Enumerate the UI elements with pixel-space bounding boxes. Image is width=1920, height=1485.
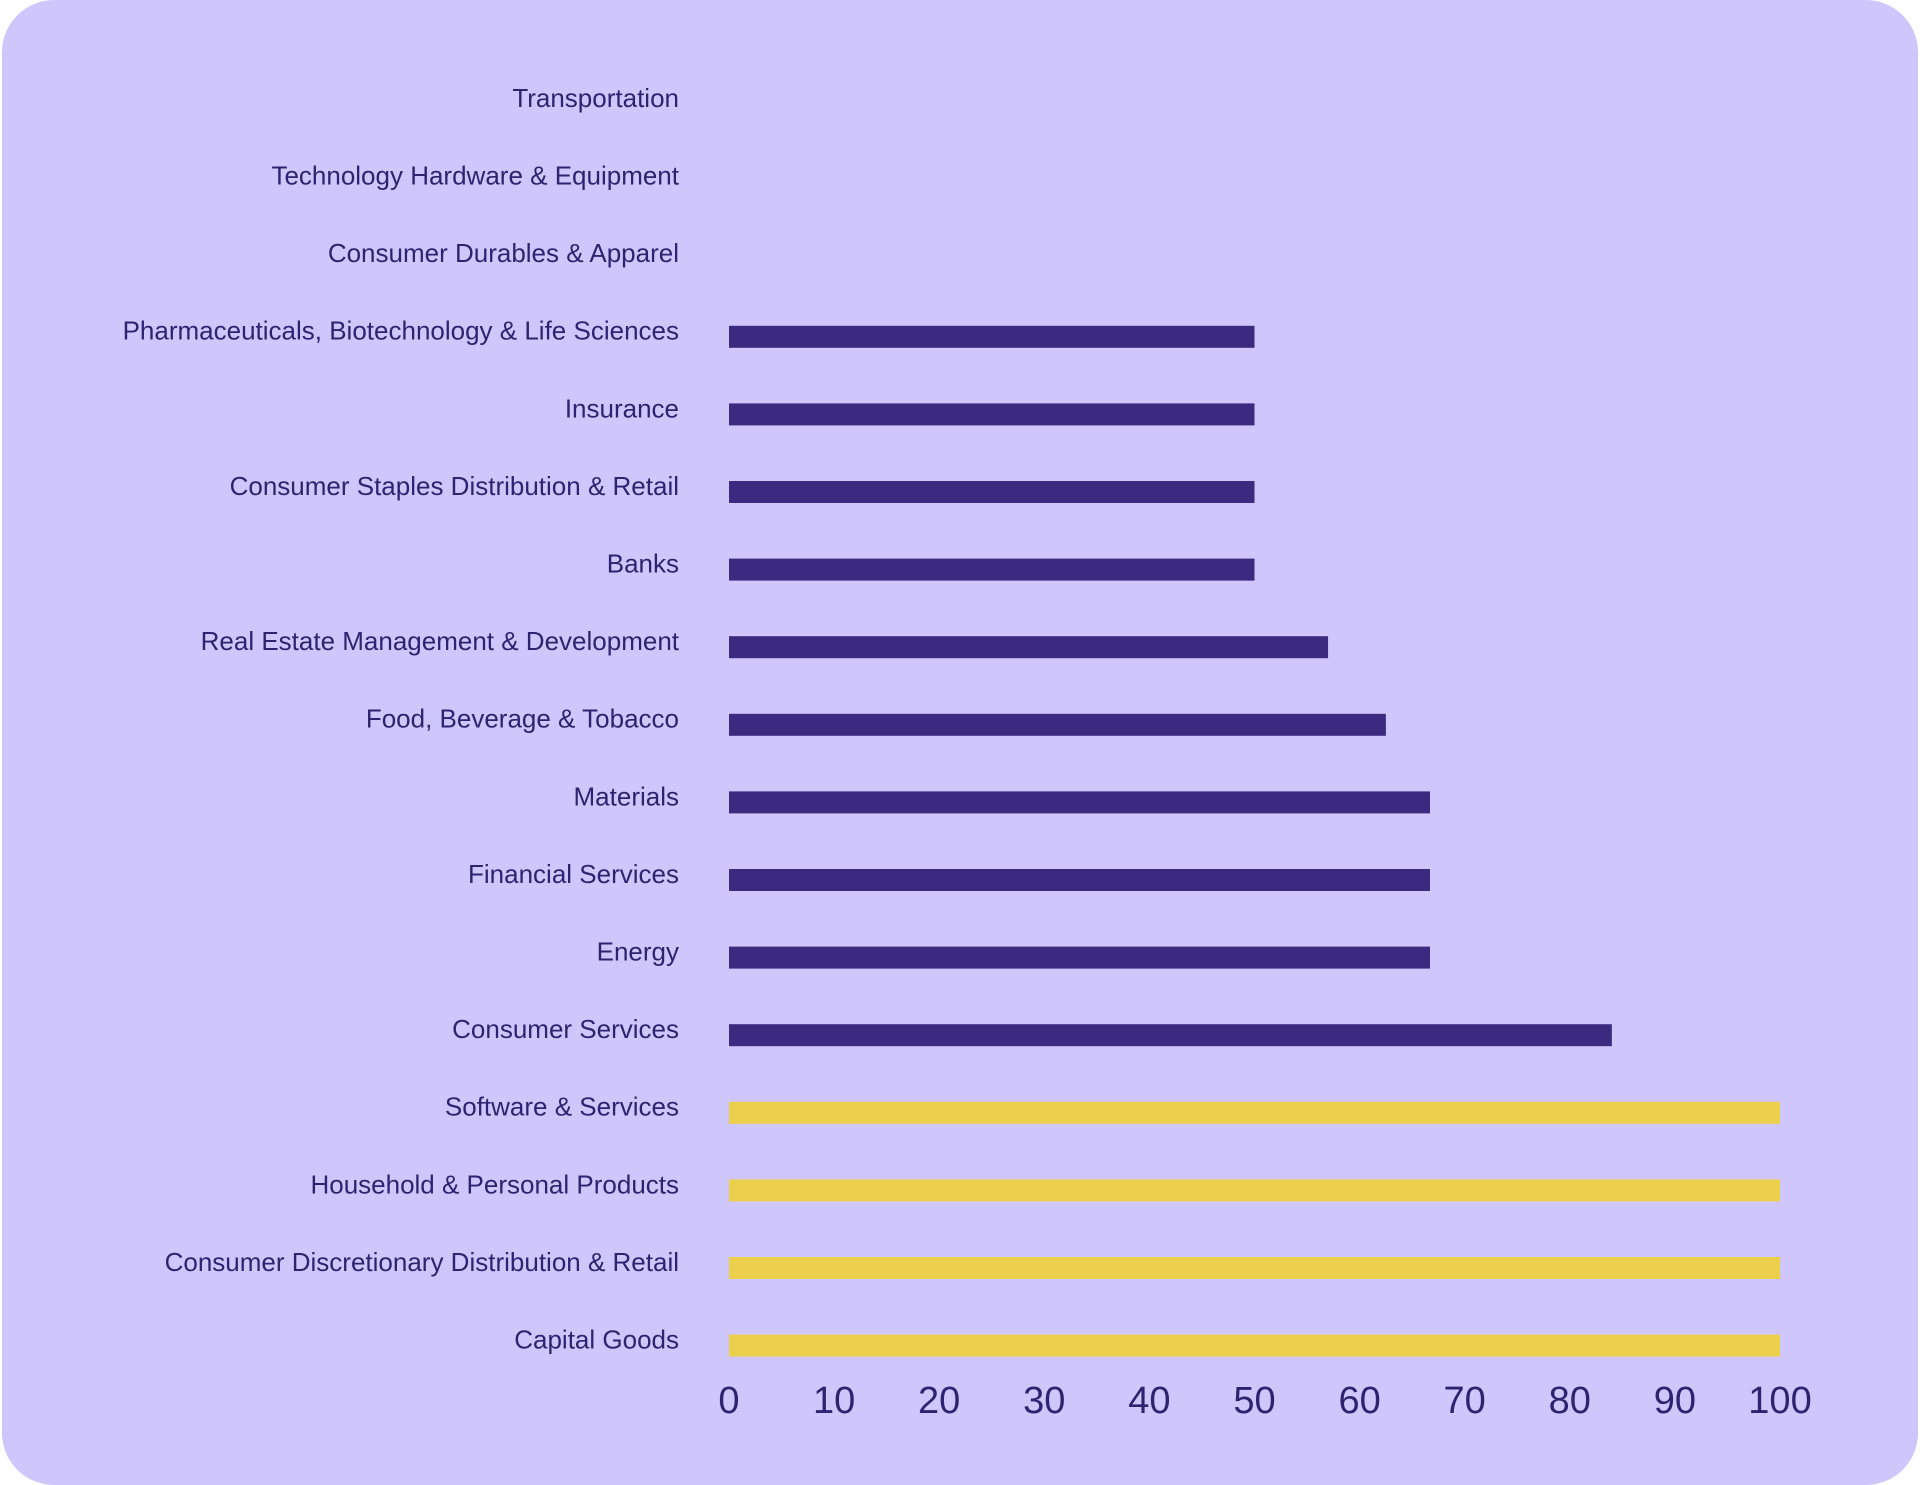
category-label: Insurance bbox=[565, 393, 679, 423]
x-tick-label: 90 bbox=[1654, 1380, 1696, 1422]
x-tick-label: 100 bbox=[1748, 1380, 1811, 1422]
category-label: Capital Goods bbox=[514, 1324, 679, 1354]
x-axis-tick-labels: 0 10 20 30 40 50 60 70 80 90 100 bbox=[718, 1380, 1811, 1422]
category-labels: Transportation Technology Hardware & Equi… bbox=[123, 83, 680, 1355]
category-label: Software & Services bbox=[445, 1092, 679, 1122]
x-tick-label: 30 bbox=[1023, 1380, 1065, 1422]
bar bbox=[729, 1179, 1780, 1202]
bar bbox=[729, 869, 1431, 891]
category-label: Consumer Staples Distribution & Retail bbox=[230, 471, 679, 501]
x-tick-label: 70 bbox=[1444, 1380, 1486, 1422]
category-label: Consumer Durables & Apparel bbox=[328, 238, 679, 268]
bar bbox=[729, 481, 1255, 503]
bar bbox=[729, 403, 1255, 426]
bar bbox=[729, 558, 1255, 581]
category-label: Banks bbox=[607, 548, 679, 578]
category-label: Consumer Services bbox=[452, 1014, 679, 1044]
x-tick-label: 10 bbox=[813, 1380, 855, 1422]
bar bbox=[729, 325, 1255, 348]
x-tick-label: 60 bbox=[1338, 1380, 1380, 1422]
category-label: Materials bbox=[574, 781, 679, 811]
category-label: Household & Personal Products bbox=[310, 1169, 679, 1199]
bar bbox=[729, 1334, 1780, 1357]
category-label: Transportation bbox=[512, 83, 679, 113]
category-label: Consumer Discretionary Distribution & Re… bbox=[165, 1247, 679, 1277]
x-tick-label: 50 bbox=[1233, 1380, 1275, 1422]
category-label: Food, Beverage & Tobacco bbox=[366, 704, 679, 734]
bar bbox=[729, 1257, 1780, 1279]
x-tick-label: 20 bbox=[918, 1380, 960, 1422]
x-tick-label: 40 bbox=[1128, 1380, 1170, 1422]
bar bbox=[729, 1024, 1612, 1047]
bar bbox=[729, 636, 1329, 659]
category-label: Pharmaceuticals, Biotechnology & Life Sc… bbox=[123, 316, 679, 346]
x-tick-label: 80 bbox=[1549, 1380, 1591, 1422]
bars bbox=[729, 325, 1780, 1357]
category-label: Real Estate Management & Development bbox=[201, 626, 680, 656]
bar bbox=[729, 791, 1431, 814]
category-label: Financial Services bbox=[468, 859, 679, 889]
bar bbox=[729, 713, 1386, 736]
x-tick-label: 0 bbox=[718, 1380, 739, 1422]
bar bbox=[729, 1101, 1780, 1124]
category-label: Technology Hardware & Equipment bbox=[271, 160, 679, 190]
category-label: Energy bbox=[597, 936, 679, 966]
bar bbox=[729, 946, 1431, 969]
